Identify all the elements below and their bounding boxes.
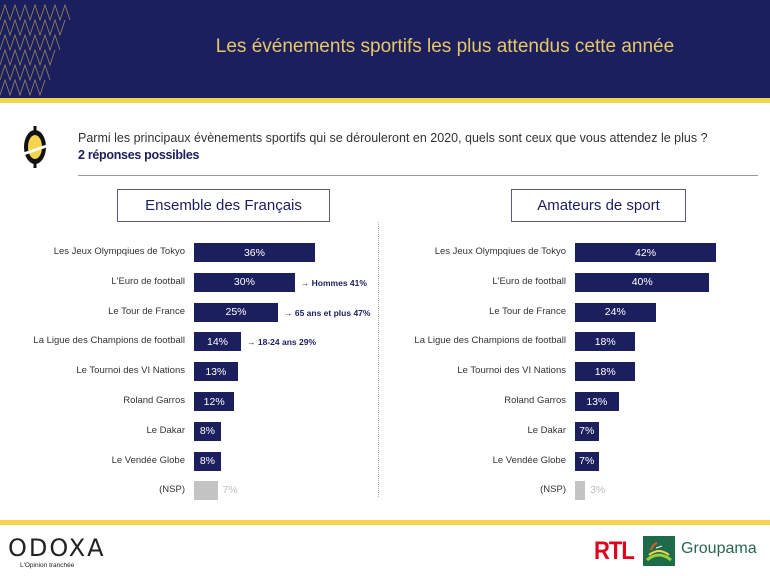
subgroup-annotation: → Hommes 41% bbox=[300, 277, 367, 288]
bar-with-value-label: 40% bbox=[575, 272, 710, 292]
category-label-text: La Ligue des Champions de football bbox=[33, 335, 185, 347]
chevron-pattern-decoration bbox=[0, 3, 71, 97]
category-label-text: Roland Garros bbox=[504, 395, 566, 406]
question-divider bbox=[78, 175, 758, 176]
category-label: La Ligue des Champions de football bbox=[0, 332, 185, 352]
nsp-value-label: 3% bbox=[590, 484, 606, 497]
category-label-text: Les Jeux Olympqiues de Tokyo bbox=[53, 246, 185, 257]
category-label: Le Dakar bbox=[0, 422, 185, 442]
category-label: Les Jeux Olympqiues de Tokyo bbox=[0, 243, 185, 263]
category-label: Roland Garros bbox=[0, 392, 185, 412]
category-label: (NSP) bbox=[0, 481, 566, 501]
category-label-text: Roland Garros bbox=[123, 395, 185, 406]
bar-with-value-label: 30% bbox=[194, 272, 295, 292]
question-subtext: 2 réponses possibles bbox=[78, 148, 200, 162]
bar-with-value-label: 8% bbox=[194, 451, 221, 471]
bar-with-value-label: 7% bbox=[575, 451, 599, 471]
category-label: Le Tournoi des VI Nations bbox=[0, 362, 185, 382]
bar-with-value-label: 24% bbox=[575, 302, 656, 322]
bar-with-value-label: 13% bbox=[575, 392, 619, 411]
groupama-logo-icon bbox=[643, 536, 675, 566]
rtl-logo: RTL bbox=[594, 536, 635, 565]
bar-with-value-label: 14% bbox=[194, 332, 242, 352]
subgroup-annotation: → 18-24 ans 29% bbox=[247, 337, 317, 348]
category-label-text: Le Vendée Globe bbox=[111, 454, 185, 466]
bar-with-value-label: 8% bbox=[194, 421, 221, 441]
category-label-text: Le Tournoi des VI Nations bbox=[457, 365, 566, 377]
category-label: Le Dakar bbox=[0, 422, 566, 442]
category-label-text: (NSP) bbox=[540, 484, 566, 496]
subgroup-annotation: → 65 ans et plus 47% bbox=[284, 307, 371, 318]
odoxa-logo: ODOXA bbox=[8, 534, 106, 562]
bar-with-value-label: 42% bbox=[575, 243, 717, 262]
category-label-text: L'Euro de football bbox=[111, 275, 185, 287]
bar-with-value-label: 18% bbox=[575, 362, 636, 382]
category-label-text: L'Euro de football bbox=[492, 275, 566, 287]
header-stripe bbox=[0, 98, 770, 103]
nsp-value-label: 7% bbox=[222, 484, 238, 497]
nsp-bar bbox=[194, 481, 218, 501]
category-label: (NSP) bbox=[0, 481, 185, 501]
page-title: Les événements sportifs les plus attendu… bbox=[215, 36, 675, 57]
category-label-text: Le Dakar bbox=[146, 424, 185, 436]
panel-divider bbox=[378, 222, 379, 497]
odoxa-question-icon bbox=[22, 126, 48, 168]
nsp-bar bbox=[575, 481, 586, 501]
category-label-text: Le Vendée Globe bbox=[492, 454, 566, 466]
groupama-logo: Groupama bbox=[681, 540, 757, 557]
bar-with-value-label: 25% bbox=[194, 302, 278, 322]
category-label: La Ligue des Champions de football bbox=[0, 332, 566, 352]
panel-title-amateurs: Amateurs de sport bbox=[511, 189, 686, 222]
category-label-text: Les Jeux Olympqiues de Tokyo bbox=[434, 246, 566, 257]
category-label: L'Euro de football bbox=[0, 273, 566, 293]
category-label: Le Tournoi des VI Nations bbox=[0, 362, 566, 382]
category-label: Les Jeux Olympqiues de Tokyo bbox=[0, 243, 566, 263]
category-label-text: (NSP) bbox=[159, 484, 185, 496]
category-label: Le Vendée Globe bbox=[0, 452, 566, 472]
bar-with-value-label: 12% bbox=[194, 392, 235, 411]
category-label-text: Le Tournoi des VI Nations bbox=[76, 365, 185, 377]
category-label: Le Vendée Globe bbox=[0, 452, 185, 472]
bar-with-value-label: 18% bbox=[575, 332, 636, 352]
category-label-text: La Ligue des Champions de football bbox=[414, 335, 566, 347]
bar-with-value-label: 13% bbox=[194, 362, 238, 382]
header-banner: Les événements sportifs les plus attendu… bbox=[0, 0, 770, 98]
odoxa-tagline: L'Opinion tranchée bbox=[20, 562, 75, 569]
category-label-text: Le Tour de France bbox=[489, 305, 566, 317]
question-text: Parmi les principaux évènements sportifs… bbox=[78, 131, 708, 145]
category-label: L'Euro de football bbox=[0, 273, 185, 293]
footer-stripe bbox=[0, 520, 770, 525]
category-label: Le Tour de France bbox=[0, 303, 185, 323]
category-label-text: Le Tour de France bbox=[108, 305, 185, 317]
bar-with-value-label: 7% bbox=[575, 421, 599, 441]
category-label-text: Le Dakar bbox=[527, 424, 566, 436]
category-label: Le Tour de France bbox=[0, 303, 566, 323]
bar-with-value-label: 36% bbox=[194, 243, 315, 262]
category-label: Roland Garros bbox=[0, 392, 566, 412]
panel-title-ensemble: Ensemble des Français bbox=[117, 189, 330, 222]
